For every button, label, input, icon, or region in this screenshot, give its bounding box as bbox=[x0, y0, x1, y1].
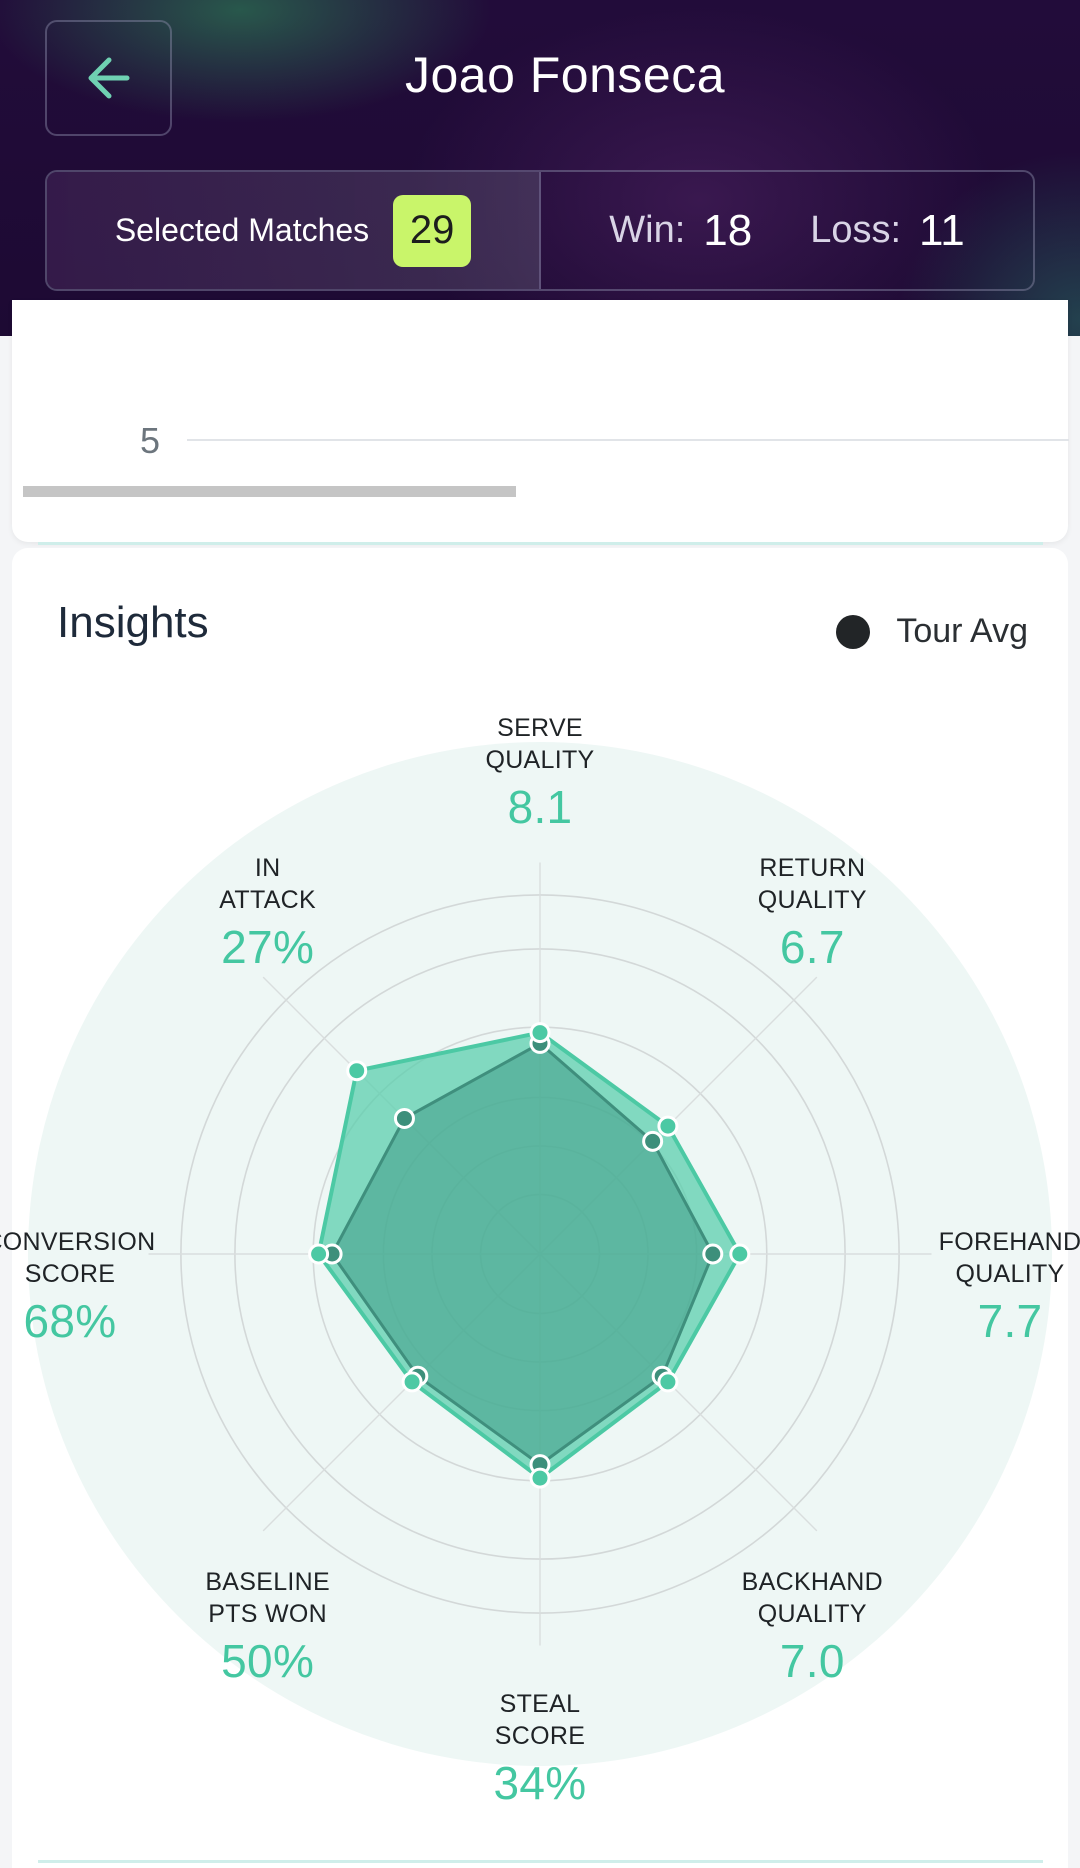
axis-label-line1: FOREHAND bbox=[938, 1228, 1080, 1256]
legend-label: Tour Avg bbox=[896, 612, 1028, 650]
axis-value: 34% bbox=[493, 1757, 587, 1809]
win-label: Win: bbox=[609, 209, 686, 251]
win-value: 18 bbox=[703, 205, 753, 255]
axis-label-line1: RETURN bbox=[759, 853, 866, 882]
match-stats-bar: Selected Matches 29 Win: 18 Loss: 11 bbox=[45, 170, 1035, 291]
horizontal-scrollbar[interactable] bbox=[23, 486, 516, 497]
axis-label-line2: QUALITY bbox=[485, 746, 595, 774]
axis-value: 7.7 bbox=[977, 1295, 1043, 1347]
axis-label-line2: QUALITY bbox=[955, 1260, 1065, 1288]
chart-gridline bbox=[187, 439, 1069, 441]
axis-label-line2: SCORE bbox=[24, 1260, 116, 1288]
axis-value: 50% bbox=[221, 1635, 315, 1688]
axis-label-line1: BASELINE bbox=[205, 1568, 330, 1597]
arrow-left-icon bbox=[88, 57, 129, 99]
back-button[interactable] bbox=[45, 20, 172, 136]
radar-axis-label: BACKHAND QUALITY 7.0 bbox=[682, 1566, 942, 1690]
axis-label-line2: QUALITY bbox=[757, 885, 867, 914]
win-loss-summary: Win: 18 Loss: 11 bbox=[541, 172, 1033, 289]
radar-axis-label: FOREHAND QUALITY 7.7 bbox=[880, 1226, 1080, 1350]
axis-label-line2: ATTACK bbox=[219, 885, 317, 914]
header: Joao Fonseca Selected Matches 29 Win: 18… bbox=[0, 0, 1080, 336]
axis-label-line2: PTS WON bbox=[208, 1600, 328, 1629]
axis-label-line2: QUALITY bbox=[757, 1600, 867, 1629]
axis-label-line1: CONVERSION bbox=[0, 1228, 156, 1256]
legend[interactable]: Tour Avg bbox=[836, 612, 1028, 651]
axis-label-line1: STEAL bbox=[499, 1690, 581, 1718]
loss-label: Loss: bbox=[810, 209, 902, 251]
radar-axis-label: BASELINE PTS WON 50% bbox=[138, 1566, 398, 1690]
y-axis-tick-label: 5 bbox=[140, 420, 161, 461]
page-title: Joao Fonseca bbox=[404, 47, 726, 103]
insights-title: Insights bbox=[57, 598, 209, 647]
axis-label-line2: SCORE bbox=[494, 1722, 586, 1750]
axis-label-line1: BACKHAND bbox=[741, 1568, 883, 1597]
axis-value: 8.1 bbox=[507, 781, 573, 833]
card-divider bbox=[38, 542, 1043, 545]
axis-value: 27% bbox=[221, 920, 315, 973]
radar-axis-label: RETURN QUALITY 6.7 bbox=[682, 852, 942, 976]
axis-label-line1: IN bbox=[254, 853, 281, 882]
radar-axis-label: SERVE QUALITY 8.1 bbox=[410, 712, 670, 836]
axis-value: 7.0 bbox=[779, 1635, 845, 1688]
radar-axis-label: IN ATTACK 27% bbox=[138, 852, 398, 976]
selected-matches-count-badge: 29 bbox=[393, 194, 472, 267]
selected-matches-label: Selected Matches bbox=[114, 212, 370, 248]
legend-dot-icon bbox=[836, 614, 871, 649]
axis-label-line1: SERVE bbox=[497, 714, 583, 742]
axis-value: 6.7 bbox=[779, 920, 845, 973]
radar-axis-label: STEAL SCORE 34% bbox=[410, 1688, 670, 1812]
card-bottom-divider bbox=[38, 1860, 1043, 1863]
loss-value: 11 bbox=[919, 205, 965, 255]
axis-value: 68% bbox=[23, 1295, 117, 1347]
radar-axis-label: CONVERSION SCORE 68% bbox=[0, 1226, 200, 1350]
previous-chart-card: 5 bbox=[12, 300, 1069, 542]
selected-matches-button[interactable]: Selected Matches 29 bbox=[47, 172, 541, 289]
